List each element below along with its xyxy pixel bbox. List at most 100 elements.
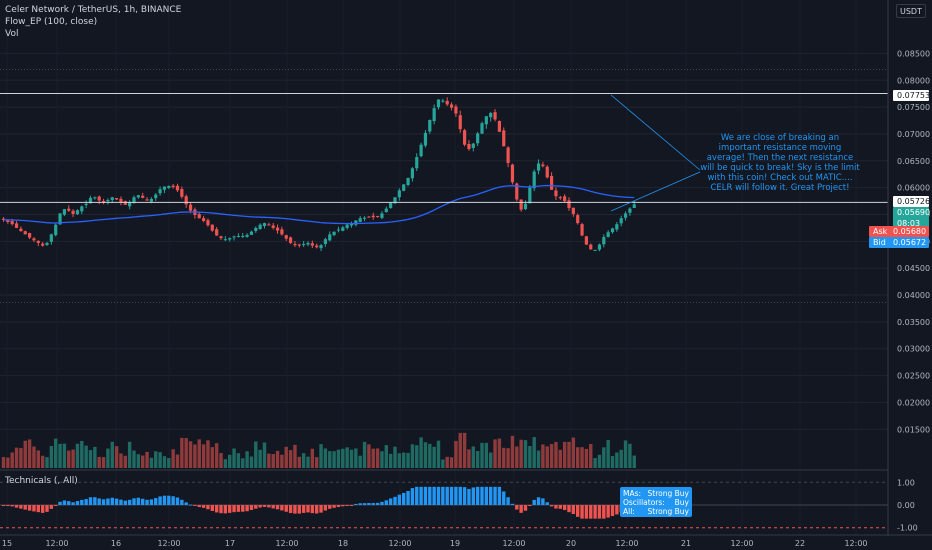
currency-badge[interactable]: USDT — [896, 4, 926, 18]
volume-bar — [480, 442, 484, 468]
candle-body — [49, 234, 53, 242]
tech-y-tick-label: 1.00 — [897, 478, 915, 487]
candle-body — [489, 113, 493, 118]
volume-bar — [6, 457, 10, 468]
y-tick-label: 0.02500 — [897, 372, 930, 381]
volume-bar — [475, 450, 480, 468]
candle-body — [628, 208, 632, 213]
tech-bar — [36, 505, 40, 513]
candle-body — [580, 224, 584, 236]
tech-bar — [610, 505, 615, 517]
candle-body — [554, 190, 558, 197]
tech-bar — [110, 497, 114, 505]
candle-body — [510, 164, 515, 183]
volume-bar — [558, 449, 562, 468]
x-tick-label: 22 — [795, 539, 805, 548]
last-price-value: 0.05690 — [897, 208, 931, 217]
y-tick-label: 0.06500 — [897, 157, 930, 166]
candle — [336, 226, 341, 233]
tech-bar — [415, 486, 419, 505]
tech-bar — [301, 505, 306, 513]
candle — [293, 240, 297, 248]
candle-body — [188, 204, 193, 211]
volume-bar — [610, 456, 615, 468]
tech-bar — [428, 486, 432, 505]
volume-bar — [545, 446, 549, 468]
candle-body — [223, 239, 227, 241]
y-tick-label: 0.02000 — [897, 398, 930, 407]
volume-bar — [101, 457, 106, 468]
volume-bar — [528, 446, 532, 468]
tech-bar — [58, 501, 62, 505]
tech-bar — [6, 505, 10, 506]
candle — [419, 142, 423, 158]
y-tick-label: 0.03000 — [897, 345, 930, 354]
x-tick-label: 12:00 — [388, 539, 411, 548]
candle — [602, 234, 606, 248]
candle-body — [550, 176, 554, 190]
candle-body — [571, 207, 575, 214]
volume-bar — [214, 443, 219, 468]
tech-bar — [149, 499, 154, 505]
volume-bar — [132, 450, 136, 468]
tech-bar — [602, 505, 606, 519]
candle — [75, 209, 80, 215]
candle-body — [58, 213, 62, 225]
volume-bar — [284, 446, 288, 468]
candle-body — [23, 231, 27, 235]
tech-bar — [145, 499, 149, 505]
candle-body — [528, 187, 532, 204]
candle-body — [241, 235, 245, 237]
volume-bar — [93, 446, 97, 468]
tech-bar — [206, 505, 210, 510]
x-tick-label: 12:00 — [45, 539, 68, 548]
candle — [262, 222, 267, 229]
candle — [280, 226, 284, 236]
tech-bar — [101, 499, 106, 505]
candle-body — [36, 240, 40, 243]
candle — [349, 221, 354, 228]
candle-body — [236, 235, 240, 237]
candle — [62, 208, 66, 217]
candle — [471, 142, 475, 152]
candle-body — [354, 220, 358, 225]
tech-bar — [576, 505, 580, 517]
tech-bar — [506, 497, 510, 505]
candle-body — [62, 209, 66, 215]
candle-body — [19, 228, 23, 232]
candle — [241, 233, 245, 239]
tech-bar — [515, 505, 519, 510]
technicals-row-all: All: Strong Buy — [623, 507, 689, 516]
candle-body — [493, 112, 497, 120]
tech-bar — [214, 505, 219, 513]
volume-bar — [54, 438, 58, 468]
volume-bar — [254, 441, 258, 468]
tech-bar — [449, 486, 454, 505]
tech-bar — [175, 497, 180, 505]
candle-body — [280, 229, 284, 235]
candle-body — [262, 223, 267, 227]
candle — [584, 235, 588, 246]
tech-bar — [562, 505, 567, 510]
candle-body — [358, 218, 362, 222]
volume-bar — [436, 440, 441, 468]
volume-bar — [628, 443, 632, 468]
candle — [593, 249, 597, 251]
candle — [597, 243, 602, 252]
candle — [345, 223, 349, 230]
candle-body — [497, 121, 501, 132]
candle — [423, 130, 428, 148]
volume-bar — [297, 456, 301, 468]
candle-body — [206, 220, 210, 226]
tech-bar — [519, 505, 523, 513]
candle-body — [184, 196, 188, 205]
volume-bar — [267, 453, 271, 468]
tech-bar — [271, 505, 275, 509]
candle — [428, 119, 432, 134]
candle-body — [219, 236, 223, 239]
tech-bar — [471, 487, 475, 505]
tech-bar — [136, 497, 141, 505]
candle — [367, 216, 371, 218]
tech-bar — [306, 505, 310, 513]
